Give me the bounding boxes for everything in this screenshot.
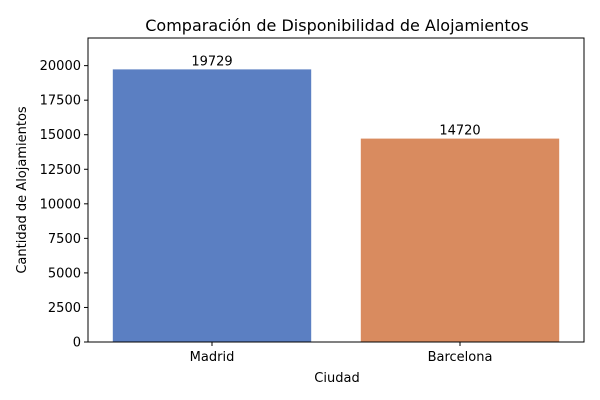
data-label-barcelona: 14720 bbox=[439, 124, 480, 139]
y-axis-label: Cantidad de Alojamientos bbox=[15, 106, 30, 274]
axes-frame bbox=[87, 37, 585, 343]
y-tick-label: 5000 bbox=[48, 266, 81, 281]
x-axis-label: Ciudad bbox=[314, 371, 359, 386]
x-tick-label-madrid: Madrid bbox=[190, 350, 235, 365]
y-tick-label: 0 bbox=[73, 336, 81, 351]
bar-madrid bbox=[112, 69, 312, 342]
data-label-madrid: 19729 bbox=[191, 54, 232, 69]
y-tick-label: 20000 bbox=[40, 59, 81, 74]
y-tick-label: 12500 bbox=[40, 163, 81, 178]
y-tick-label: 17500 bbox=[40, 94, 81, 109]
y-tick-label: 10000 bbox=[40, 197, 81, 212]
plot-area: 19729 Madrid 14720 Barcelona 0 2500 5000 7500 10… bbox=[40, 37, 585, 365]
y-tick-label: 15000 bbox=[40, 128, 81, 143]
y-tick-label: 7500 bbox=[48, 232, 81, 247]
x-tick-label-barcelona: Barcelona bbox=[428, 350, 493, 365]
chart-title: Comparación de Disponibilidad de Alojami… bbox=[145, 16, 529, 35]
bar-barcelona bbox=[360, 138, 560, 342]
y-tick-label: 2500 bbox=[48, 301, 81, 316]
